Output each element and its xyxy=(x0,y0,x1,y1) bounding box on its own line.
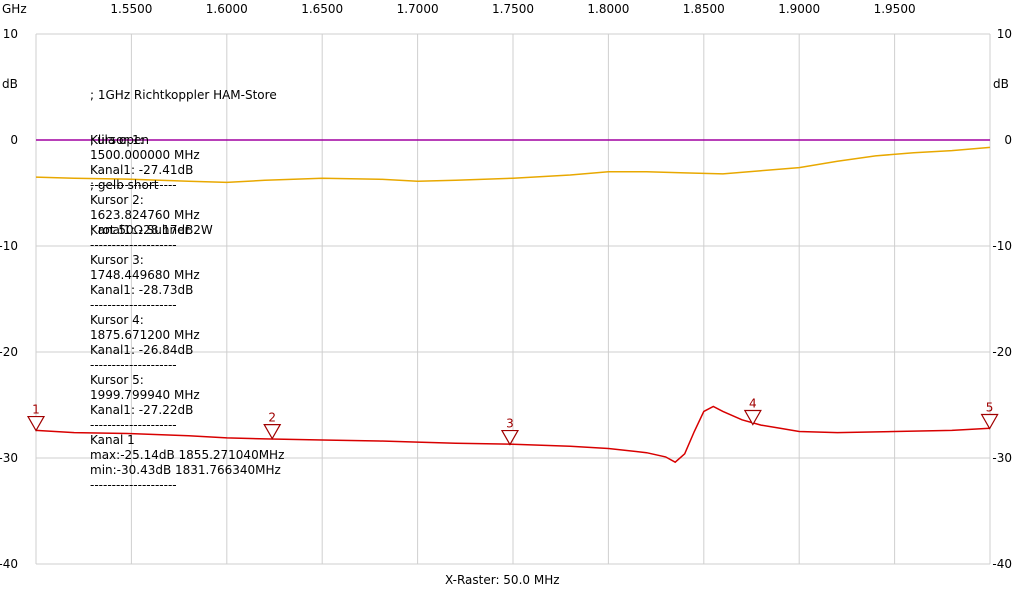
series-layer xyxy=(35,139,991,464)
kanal-summary-min: min:-30.43dB 1831.766340MHz xyxy=(90,463,281,477)
cursor-separator: -------------------- xyxy=(90,358,177,372)
cursor-5-freq: 1999.799940 MHz xyxy=(90,388,200,402)
y-tick-label-right: 0 xyxy=(1004,133,1012,147)
note-line: ; lila open xyxy=(90,133,149,147)
y-tick-label-right: -20 xyxy=(992,345,1012,359)
x-tick-label: 1.7000 xyxy=(397,2,439,16)
cursor-marker-label: 5 xyxy=(986,401,994,415)
cursor-marker-5[interactable] xyxy=(980,413,999,430)
cursor-2-freq: 1623.824760 MHz xyxy=(90,208,200,222)
cursor-4-value: Kanal1: -26.84dB xyxy=(90,343,194,357)
x-unit-label: GHz xyxy=(2,2,27,16)
cursor-4-title: Kursor 4: xyxy=(90,313,144,327)
cursor-marker-4[interactable] xyxy=(743,409,762,426)
cursor-marker-2[interactable] xyxy=(263,424,282,440)
cursor-marker-label: 3 xyxy=(506,417,514,431)
note-line: ; 1GHz Richtkoppler HAM-Store xyxy=(90,88,277,102)
cursor-5-value: Kanal1: -27.22dB xyxy=(90,403,194,417)
y-tick-label-left: -10 xyxy=(0,239,18,253)
cursor-4-freq: 1875.671200 MHz xyxy=(90,328,200,342)
x-tick-label: 1.9000 xyxy=(778,2,820,16)
cursor-2-value: Kanal1: -28.17dB xyxy=(90,223,194,237)
cursor-separator: -------------------- xyxy=(90,298,177,312)
y-tick-label-right: -40 xyxy=(992,557,1012,571)
series-line-rot xyxy=(35,405,991,464)
cursor-separator: -------------------- xyxy=(90,178,177,192)
cursor-3-freq: 1748.449680 MHz xyxy=(90,268,200,282)
cursor-marker-1[interactable] xyxy=(26,415,46,432)
x-tick-label: 1.5500 xyxy=(110,2,152,16)
cursor-1-value: Kanal1: -27.41dB xyxy=(90,163,194,177)
cursor-2-title: Kursor 2: xyxy=(90,193,144,207)
x-tick-label: 1.7500 xyxy=(492,2,534,16)
cursor-1-freq: 1500.000000 MHz xyxy=(90,148,200,162)
y-tick-label-right: 10 xyxy=(997,27,1012,41)
kanal-summary-max: max:-25.14dB 1855.271040MHz xyxy=(90,448,285,462)
y-tick-label-right: -10 xyxy=(992,239,1012,253)
trace-notes: ; 1GHz Richtkoppler HAM-Store ; lila ope… xyxy=(90,58,277,253)
y-tick-label-left: -40 xyxy=(0,557,18,571)
note-line: ; gelb short xyxy=(90,178,159,192)
y-tick-label-left: -20 xyxy=(0,345,18,359)
y-unit-label-right: dB xyxy=(993,77,1009,91)
y-tick-label-left: -30 xyxy=(0,451,18,465)
y-tick-label-right: -30 xyxy=(992,451,1012,465)
y-tick-label-left: 0 xyxy=(10,133,18,147)
x-tick-label: 1.9500 xyxy=(874,2,916,16)
x-raster-label: X-Raster: 50.0 MHz xyxy=(445,573,560,587)
cursor-3-value: Kanal1: -28.73dB xyxy=(90,283,194,297)
series-line-gelb xyxy=(35,146,991,184)
cursor-readout: Kursor 1: 1500.000000 MHz Kanal1: -27.41… xyxy=(90,133,284,493)
cursor-marker-label: 2 xyxy=(268,411,276,425)
y-tick-label-left: 10 xyxy=(3,27,18,41)
cursor-separator: -------------------- xyxy=(90,418,177,432)
cursor-1-title: Kursor 1: xyxy=(90,133,144,147)
note-line: ; rot 50Ω Suhner 2W xyxy=(90,223,213,237)
cursor-marker-3[interactable] xyxy=(500,429,519,446)
marker-layer: 1 2 3 4 5 xyxy=(26,397,999,446)
kanal-summary-separator: -------------------- xyxy=(90,478,177,492)
x-tick-label: 1.8500 xyxy=(683,2,725,16)
y-unit-label-left: dB xyxy=(2,77,18,91)
x-tick-label: 1.8000 xyxy=(587,2,629,16)
cursor-marker-label: 1 xyxy=(32,403,40,417)
x-tick-label: 1.6000 xyxy=(206,2,248,16)
cursor-separator: -------------------- xyxy=(90,238,177,252)
cursor-3-title: Kursor 3: xyxy=(90,253,144,267)
x-tick-label: 1.6500 xyxy=(301,2,343,16)
cursor-5-title: Kursor 5: xyxy=(90,373,144,387)
axis-layer: GHz dB dB X-Raster: 50.0 MHz 1.5500 1.600… xyxy=(0,2,1012,587)
kanal-summary-title: Kanal 1 xyxy=(90,433,135,447)
cursor-marker-label: 4 xyxy=(749,397,757,411)
